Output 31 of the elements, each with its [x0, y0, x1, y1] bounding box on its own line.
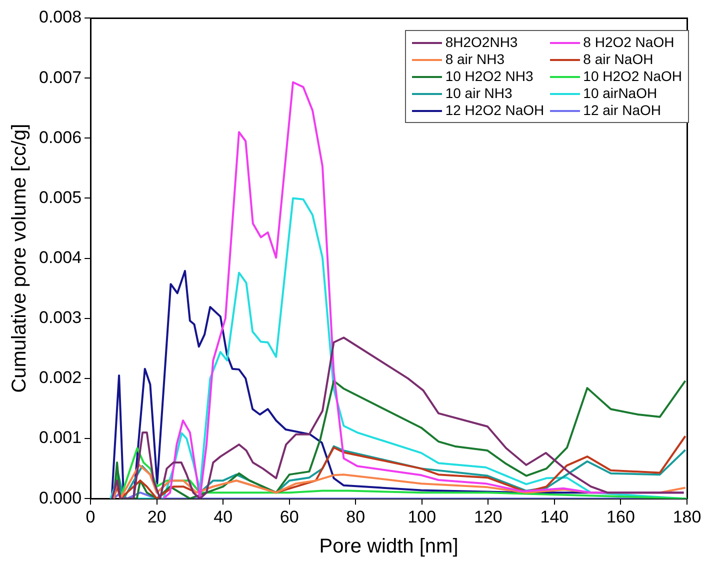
- y-tick-label: 0.001: [38, 428, 82, 448]
- legend-label: 8 air NaOH: [583, 51, 654, 68]
- x-tick-label: 120: [474, 507, 502, 526]
- x-tick-label: 180: [672, 507, 702, 526]
- x-tick-label: 100: [408, 507, 436, 526]
- legend-label: 12 air NaOH: [583, 102, 661, 119]
- y-tick-label: 0.002: [38, 368, 82, 388]
- x-tick-label: 40: [214, 507, 233, 526]
- legend-label: 8H2O2NH3: [445, 34, 518, 51]
- legend-label: 12 H2O2 NaOH: [445, 102, 544, 119]
- y-tick-label: 0.006: [38, 128, 82, 147]
- legend-label: 10 airNaOH: [583, 85, 658, 102]
- legend-label: 10 air NH3: [445, 85, 512, 102]
- y-tick-label: 0.004: [38, 248, 82, 267]
- x-tick-label: 0: [86, 507, 96, 526]
- x-tick-label: 60: [280, 507, 299, 526]
- y-axis-title: Cumulative pore volume [cc/g]: [8, 124, 31, 393]
- y-tick-label: 0.007: [38, 68, 82, 87]
- legend-label: 8 air NH3: [445, 51, 504, 68]
- x-tick-label: 140: [540, 507, 569, 526]
- y-tick-label: 0.005: [38, 188, 82, 207]
- y-tick-label: 0.003: [38, 308, 82, 328]
- legend-label: 8 H2O2 NaOH: [583, 34, 674, 51]
- x-tick-label: 80: [346, 507, 366, 526]
- y-tick-label: 0.000: [38, 488, 82, 508]
- x-tick-label: 20: [147, 507, 166, 526]
- legend-label: 10 H2O2 NH3: [445, 68, 534, 85]
- legend-label: 10 H2O2 NaOH: [583, 68, 682, 85]
- x-axis-title: Pore width [nm]: [319, 536, 458, 558]
- y-tick-label: 0.008: [38, 8, 82, 27]
- x-tick-label: 160: [606, 507, 635, 526]
